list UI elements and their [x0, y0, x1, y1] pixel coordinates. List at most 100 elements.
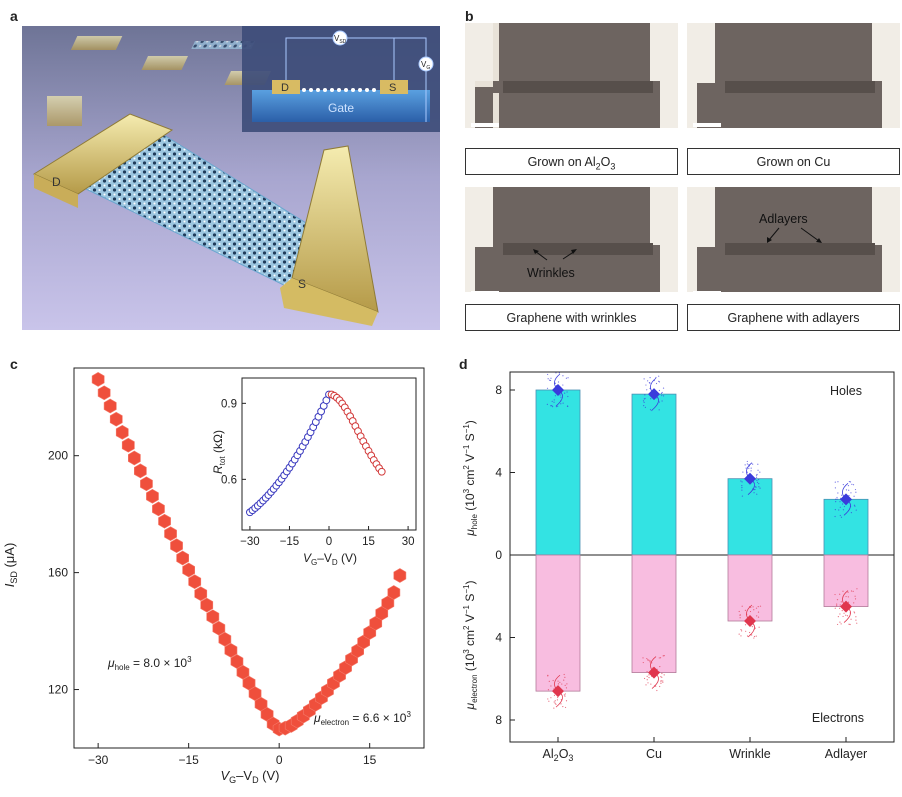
- hole-sample-dot: [562, 384, 564, 386]
- electron-sample-dot: [848, 623, 850, 625]
- inset-x-tick-label: 0: [326, 536, 332, 548]
- isd-point: [134, 463, 147, 479]
- isd-point: [146, 488, 159, 504]
- hole-sample-dot: [855, 509, 857, 511]
- hole-sample-dot: [554, 395, 557, 397]
- isd-point: [109, 411, 123, 427]
- hole-sample-dot: [567, 395, 569, 398]
- hole-sample-dot: [642, 400, 645, 402]
- electron-sample-dot: [649, 660, 651, 662]
- electron-sample-dot: [752, 606, 754, 608]
- electron-sample-dot: [548, 700, 550, 702]
- hole-bar-Cu: [631, 393, 677, 556]
- electron-sample-dot: [562, 705, 564, 708]
- electron-sample-dot: [548, 680, 550, 682]
- electron-sample-dot: [552, 679, 554, 682]
- electron-sample-dot: [662, 680, 664, 682]
- electron-sample-dot: [564, 676, 566, 678]
- isd-point: [393, 568, 407, 583]
- electron-sample-dot: [643, 677, 646, 680]
- hole-sample-dot: [746, 460, 748, 463]
- legend-holes: Holes: [830, 384, 862, 398]
- electron-bar-Cu: [631, 554, 677, 673]
- electron-sample-dot: [840, 601, 842, 603]
- hole-sample-dot: [849, 481, 852, 483]
- electron-mean-marker: [840, 600, 852, 613]
- hole-sample-dot: [741, 489, 743, 491]
- inset-ylabel: Rtot (kΩ): [211, 430, 227, 474]
- micrograph-adlayers: Adlayers: [687, 187, 900, 292]
- hole-sample-dot: [746, 471, 749, 473]
- electron-sample-dot: [648, 659, 650, 661]
- hole-sample-dot: [750, 470, 752, 472]
- hole-sample-dot: [837, 481, 839, 483]
- hole-sample-dot: [646, 389, 648, 391]
- electron-sample-dot: [563, 679, 565, 681]
- vsd-label: VSD: [334, 34, 347, 45]
- chart-d-frame: [509, 371, 895, 743]
- hole-sample-dot: [644, 394, 646, 396]
- caption-al2o3: Grown on Al2O3: [465, 148, 678, 175]
- electron-sample-dot: [856, 588, 858, 590]
- electron-sample-dot: [740, 635, 742, 637]
- electron-sample-dot: [744, 609, 746, 611]
- hole-sample-dot: [850, 492, 852, 494]
- isd-point: [176, 550, 189, 566]
- hole-sample-dot: [551, 406, 554, 408]
- electron-sample-dot: [855, 619, 857, 621]
- electron-mobility-annotation: μelectron = 6.6 × 103: [313, 710, 411, 727]
- hole-sample-dot: [649, 382, 651, 384]
- chart-d-ylabel-bottom: μelectron (103 cm2 V−1 S−1): [462, 581, 479, 711]
- device-schematic-inset: Gate D S VSD VG: [242, 26, 440, 132]
- electron-sample-dot: [642, 661, 644, 664]
- electron-sample-dot: [837, 616, 839, 618]
- electron-sample-dot: [554, 700, 556, 702]
- hole-sample-dot: [834, 515, 836, 518]
- hole-sample-dot: [560, 403, 562, 405]
- electron-sample-dot: [553, 701, 555, 703]
- hole-sample-dot: [854, 505, 856, 507]
- electron-sample-dot: [547, 689, 550, 691]
- isd-point: [200, 597, 214, 613]
- inset-y-tick-label: 0.6: [221, 474, 237, 486]
- electron-sample-dot: [564, 695, 566, 697]
- y-tick-label-bottom: 4: [495, 631, 502, 645]
- electron-sample-dot: [741, 630, 743, 632]
- inset-x-tick-label: 30: [402, 536, 415, 548]
- hole-sample-dot: [757, 463, 759, 465]
- hole-sample-dot: [843, 505, 846, 508]
- hole-sample-dot: [549, 379, 552, 382]
- electron-sample-dot: [753, 609, 755, 611]
- y-tick-label-top: 8: [495, 383, 502, 397]
- isd-point: [115, 424, 129, 440]
- electron-sample-dot: [557, 696, 559, 699]
- electron-sample-dot: [660, 680, 662, 682]
- hole-sample-dot: [658, 401, 660, 403]
- hole-sample-dot: [550, 405, 552, 407]
- x-tick-label: −30: [88, 753, 109, 767]
- hole-sample-dot: [550, 377, 552, 379]
- hole-sample-dot: [566, 391, 568, 393]
- electron-sample-dot: [836, 599, 839, 601]
- hole-sample-dot: [554, 382, 556, 384]
- electron-sample-dot: [565, 687, 568, 689]
- electron-sample-dot: [843, 612, 845, 614]
- electron-sample-dot: [757, 611, 760, 613]
- hole-sample-dot: [836, 496, 838, 499]
- electron-sample-dot: [845, 595, 847, 598]
- electron-sample-dot: [757, 616, 760, 618]
- hole-sample-dot: [649, 376, 651, 379]
- hole-sample-dot: [650, 398, 652, 400]
- electron-sample-dot: [559, 681, 561, 683]
- hole-sample-dot: [647, 380, 649, 382]
- hole-sample-dot: [752, 463, 754, 465]
- electron-sample-dot: [759, 605, 762, 607]
- electron-sample-dot: [564, 706, 567, 709]
- electron-bar-Adlayer: [823, 554, 869, 607]
- inset-source-label: S: [389, 82, 396, 94]
- hole-sample-dot: [565, 377, 568, 379]
- isd-point: [182, 562, 195, 578]
- hole-sample-dot: [662, 395, 665, 397]
- electron-sample-dot: [839, 604, 841, 606]
- electron-sample-dot: [745, 630, 747, 632]
